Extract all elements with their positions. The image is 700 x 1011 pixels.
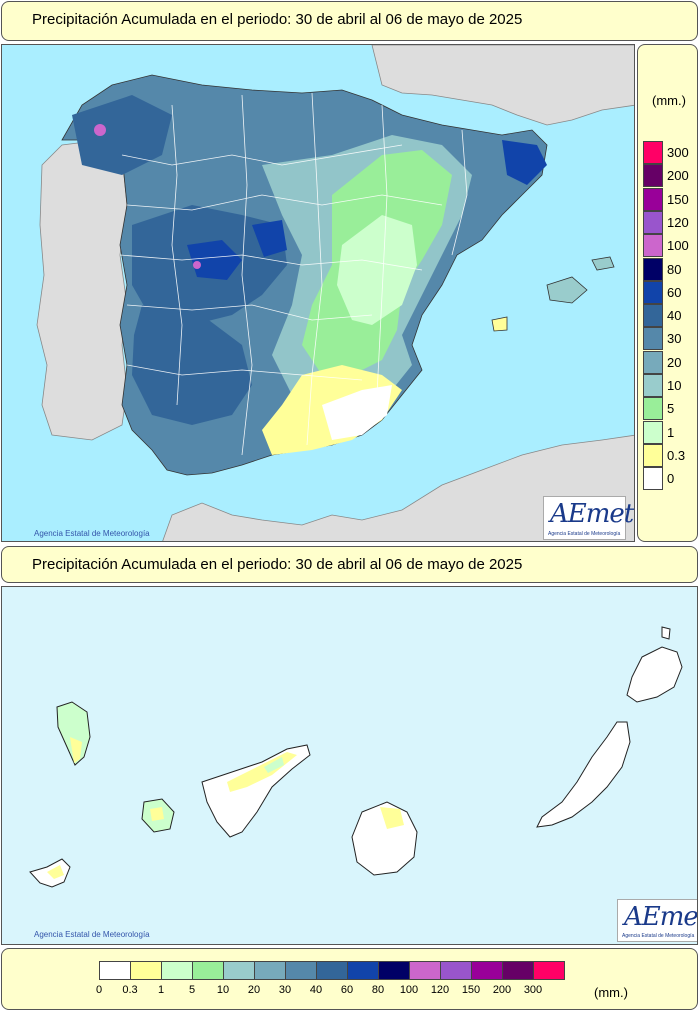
legend-v-swatch bbox=[643, 304, 663, 328]
legend-v-item: 30 bbox=[643, 327, 695, 351]
legend-vertical: (mm.) 300 200 150 120 100 80 60 40 30 20 10 5 1 0.3 0 bbox=[637, 44, 698, 542]
legend-v-label: 30 bbox=[667, 331, 682, 347]
legend-h-swatch bbox=[161, 961, 193, 980]
legend-v-item: 40 bbox=[643, 304, 695, 328]
aemet-logo: AEmet Agencia Estatal de Meteorología bbox=[543, 496, 634, 540]
legend-h-swatch bbox=[440, 961, 472, 980]
legend-h-label: 40 bbox=[309, 984, 323, 996]
legend-h-label: 60 bbox=[340, 984, 354, 996]
legend-h-label: 30 bbox=[278, 984, 292, 996]
copyright-text-canarias: Agencia Estatal de Meteorología bbox=[34, 930, 150, 939]
legend-v-swatch bbox=[643, 327, 663, 351]
legend-unit-horizontal: (mm.) bbox=[594, 985, 628, 1000]
legend-h-swatch bbox=[316, 961, 348, 980]
copyright-text: Agencia Estatal de Meteorología bbox=[34, 529, 150, 538]
legend-v-item: 150 bbox=[643, 187, 695, 211]
legend-v-swatch bbox=[643, 164, 663, 188]
legend-v-label: 300 bbox=[667, 145, 689, 160]
legend-v-label: 80 bbox=[667, 261, 682, 277]
legend-v-swatch bbox=[643, 210, 663, 234]
legend-v-swatch bbox=[643, 374, 663, 397]
legend-h-swatch bbox=[409, 961, 441, 980]
legend-v-item: 5 bbox=[643, 397, 695, 421]
legend-v-item: 100 bbox=[643, 234, 695, 258]
peninsula-map-graphic bbox=[36, 45, 634, 541]
legend-v-swatch bbox=[643, 420, 663, 444]
legend-h-label: 0 bbox=[95, 984, 103, 996]
legend-v-swatch bbox=[643, 234, 663, 258]
legend-h-swatch bbox=[192, 961, 224, 980]
legend-h-swatch bbox=[471, 961, 503, 980]
legend-h-swatch bbox=[223, 961, 255, 980]
legend-v-item: 0.3 bbox=[643, 443, 695, 467]
legend-v-label: 1 bbox=[667, 424, 675, 440]
legend-v-swatch bbox=[643, 257, 663, 281]
legend-v-label: 150 bbox=[667, 191, 689, 207]
legend-h-label: 100 bbox=[399, 984, 419, 996]
legend-v-label: 40 bbox=[667, 308, 682, 324]
legend-h-label: 200 bbox=[492, 984, 512, 996]
legend-v-item: 80 bbox=[643, 257, 695, 281]
legend-v-label: 0 bbox=[667, 471, 675, 487]
legend-v-swatch bbox=[643, 443, 663, 467]
legend-h-label: 20 bbox=[247, 984, 261, 996]
legend-h-swatch bbox=[533, 961, 565, 980]
legend-h-label: 300 bbox=[523, 984, 543, 996]
legend-h-label: 1 bbox=[157, 984, 165, 996]
bottom-map-title: Precipitación Acumulada en el periodo: 3… bbox=[32, 556, 523, 573]
legend-v-label: 0.3 bbox=[667, 447, 686, 463]
legend-v-item: 0 bbox=[643, 467, 695, 491]
legend-v-item: 60 bbox=[643, 280, 695, 304]
legend-v-item: 10 bbox=[643, 374, 695, 397]
legend-horizontal: 0 0.3 1 5 10 20 30 40 60 80 100 120 150 200 300 (mm.) bbox=[1, 948, 698, 1010]
legend-h-swatch bbox=[347, 961, 379, 980]
aemet-logo-subtitle-canarias: Agencia Estatal de Meteorología bbox=[622, 933, 695, 939]
legend-v-label: 10 bbox=[667, 378, 682, 393]
canarias-map-graphic bbox=[29, 626, 683, 888]
legend-h-label: 5 bbox=[188, 984, 196, 996]
legend-v-swatch bbox=[643, 397, 663, 421]
legend-h-label: 0.3 bbox=[122, 984, 138, 996]
legend-v-item: 300 bbox=[643, 141, 695, 164]
legend-v-label: 60 bbox=[667, 284, 682, 300]
legend-v-label: 200 bbox=[667, 168, 689, 184]
legend-h-swatch bbox=[130, 961, 162, 980]
legend-unit-vertical: (mm.) bbox=[652, 93, 686, 108]
peninsula-map: Agencia Estatal de Meteorología AEmet Ag… bbox=[1, 44, 635, 542]
legend-v-item: 200 bbox=[643, 164, 695, 188]
legend-h-swatch bbox=[254, 961, 286, 980]
aemet-logo-text: AEmet bbox=[550, 499, 634, 529]
legend-h-label: 10 bbox=[216, 984, 230, 996]
top-map-title: Precipitación Acumulada en el periodo: 3… bbox=[32, 11, 523, 28]
legend-v-swatch bbox=[643, 141, 663, 164]
legend-v-swatch bbox=[643, 467, 663, 491]
legend-v-label: 5 bbox=[667, 401, 675, 417]
legend-v-item: 120 bbox=[643, 210, 695, 234]
legend-h-swatch bbox=[502, 961, 534, 980]
legend-v-label: 120 bbox=[667, 214, 689, 230]
bottom-title-box: Precipitación Acumulada en el periodo: 3… bbox=[1, 546, 698, 583]
legend-h-label: 80 bbox=[371, 984, 385, 996]
top-title-box: Precipitación Acumulada en el periodo: 3… bbox=[1, 1, 698, 41]
aemet-logo-canarias: AEmet Agencia Estatal de Meteorología bbox=[617, 899, 698, 942]
aemet-logo-subtitle: Agencia Estatal de Meteorología bbox=[548, 531, 621, 537]
legend-h-label: 150 bbox=[461, 984, 481, 996]
legend-v-label: 20 bbox=[667, 354, 682, 370]
legend-v-item: 1 bbox=[643, 420, 695, 444]
aemet-logo-text-canarias: AEmet bbox=[624, 902, 698, 932]
legend-v-swatch bbox=[643, 280, 663, 304]
legend-h-label: 120 bbox=[430, 984, 450, 996]
legend-v-item: 20 bbox=[643, 350, 695, 374]
legend-v-label: 100 bbox=[667, 238, 689, 254]
canarias-map: Agencia Estatal de Meteorología AEmet Ag… bbox=[1, 586, 698, 945]
legend-v-swatch bbox=[643, 187, 663, 211]
legend-h-swatch bbox=[378, 961, 410, 980]
legend-v-swatch bbox=[643, 350, 663, 374]
legend-h-swatch bbox=[285, 961, 317, 980]
legend-h-swatch bbox=[99, 961, 131, 980]
